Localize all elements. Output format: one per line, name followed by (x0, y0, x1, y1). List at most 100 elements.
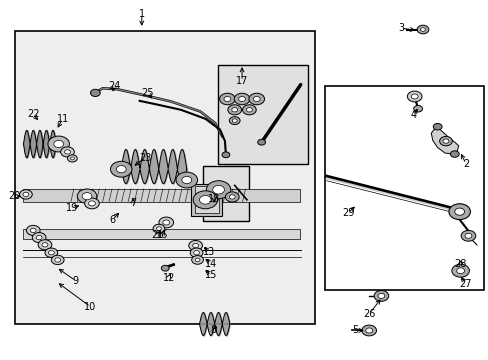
Circle shape (206, 181, 230, 199)
Circle shape (219, 93, 235, 105)
Circle shape (195, 258, 200, 262)
Bar (190, 184, 222, 216)
Circle shape (257, 139, 265, 145)
Text: 2: 2 (462, 159, 468, 169)
Circle shape (231, 108, 237, 112)
Text: 11: 11 (56, 114, 69, 124)
Text: 20: 20 (8, 191, 21, 201)
Circle shape (253, 96, 260, 102)
Bar (15, 31, 315, 324)
Text: 17: 17 (235, 76, 248, 86)
Text: 16: 16 (156, 230, 168, 240)
Circle shape (26, 225, 40, 235)
Circle shape (116, 166, 126, 173)
Circle shape (32, 233, 46, 243)
Circle shape (454, 208, 464, 215)
Circle shape (464, 233, 471, 238)
Circle shape (23, 192, 29, 197)
Circle shape (456, 268, 464, 274)
Circle shape (42, 243, 48, 247)
Circle shape (448, 204, 469, 220)
Circle shape (55, 258, 61, 262)
Circle shape (188, 240, 202, 251)
Circle shape (88, 201, 95, 206)
Text: 14: 14 (204, 258, 217, 269)
Circle shape (410, 94, 417, 99)
Circle shape (20, 190, 32, 199)
Circle shape (82, 193, 92, 200)
Circle shape (190, 248, 203, 257)
Text: 25: 25 (141, 88, 154, 98)
Circle shape (432, 123, 441, 130)
Circle shape (36, 235, 42, 240)
Circle shape (193, 191, 217, 209)
Circle shape (48, 136, 69, 152)
Text: 10: 10 (84, 302, 97, 312)
Text: 13: 13 (203, 247, 215, 257)
Circle shape (227, 105, 241, 115)
Text: 12: 12 (162, 273, 175, 283)
Circle shape (199, 195, 211, 204)
Text: 6: 6 (109, 215, 115, 225)
Circle shape (110, 161, 132, 177)
Circle shape (439, 136, 451, 146)
Circle shape (67, 155, 77, 162)
Text: 18: 18 (207, 194, 220, 204)
Circle shape (407, 91, 421, 102)
Text: 4: 4 (409, 110, 415, 120)
Circle shape (54, 140, 63, 148)
Circle shape (156, 227, 161, 230)
Circle shape (442, 139, 448, 143)
Circle shape (70, 157, 74, 160)
Text: 29: 29 (341, 208, 354, 218)
Circle shape (238, 96, 245, 102)
Text: 23: 23 (139, 153, 152, 163)
Circle shape (416, 25, 428, 34)
Text: 9: 9 (73, 276, 79, 286)
Circle shape (212, 185, 224, 194)
Circle shape (90, 89, 100, 96)
Text: 28: 28 (453, 258, 466, 269)
Circle shape (413, 105, 422, 112)
Text: 8: 8 (210, 325, 216, 336)
Bar (194, 186, 219, 213)
Circle shape (64, 150, 70, 154)
Circle shape (377, 293, 384, 298)
Circle shape (229, 117, 240, 125)
Circle shape (176, 172, 197, 188)
Circle shape (161, 265, 169, 271)
Circle shape (229, 195, 235, 199)
Circle shape (361, 325, 376, 336)
Circle shape (61, 147, 74, 157)
Bar (217, 65, 307, 164)
Circle shape (153, 224, 164, 233)
Bar (325, 86, 483, 290)
Circle shape (365, 328, 372, 333)
Text: 27: 27 (458, 279, 471, 289)
Text: 26: 26 (362, 309, 375, 319)
Text: 1: 1 (139, 9, 144, 19)
Text: 7: 7 (130, 198, 136, 208)
Polygon shape (430, 127, 458, 154)
Circle shape (248, 93, 264, 105)
Circle shape (222, 152, 229, 158)
Circle shape (163, 220, 169, 225)
Text: 3: 3 (397, 23, 403, 33)
Circle shape (232, 119, 237, 122)
Circle shape (192, 243, 198, 248)
Circle shape (451, 264, 468, 277)
Circle shape (449, 151, 458, 157)
Circle shape (45, 248, 58, 257)
Text: 21: 21 (151, 230, 163, 240)
Bar (23, 189, 299, 202)
Bar (203, 166, 249, 221)
Circle shape (246, 108, 252, 112)
Circle shape (30, 228, 36, 233)
Circle shape (234, 93, 249, 105)
Text: 19: 19 (66, 203, 79, 213)
Circle shape (420, 28, 425, 31)
Circle shape (77, 189, 97, 203)
Circle shape (51, 255, 64, 265)
Text: 5: 5 (352, 325, 358, 336)
Circle shape (48, 251, 54, 255)
